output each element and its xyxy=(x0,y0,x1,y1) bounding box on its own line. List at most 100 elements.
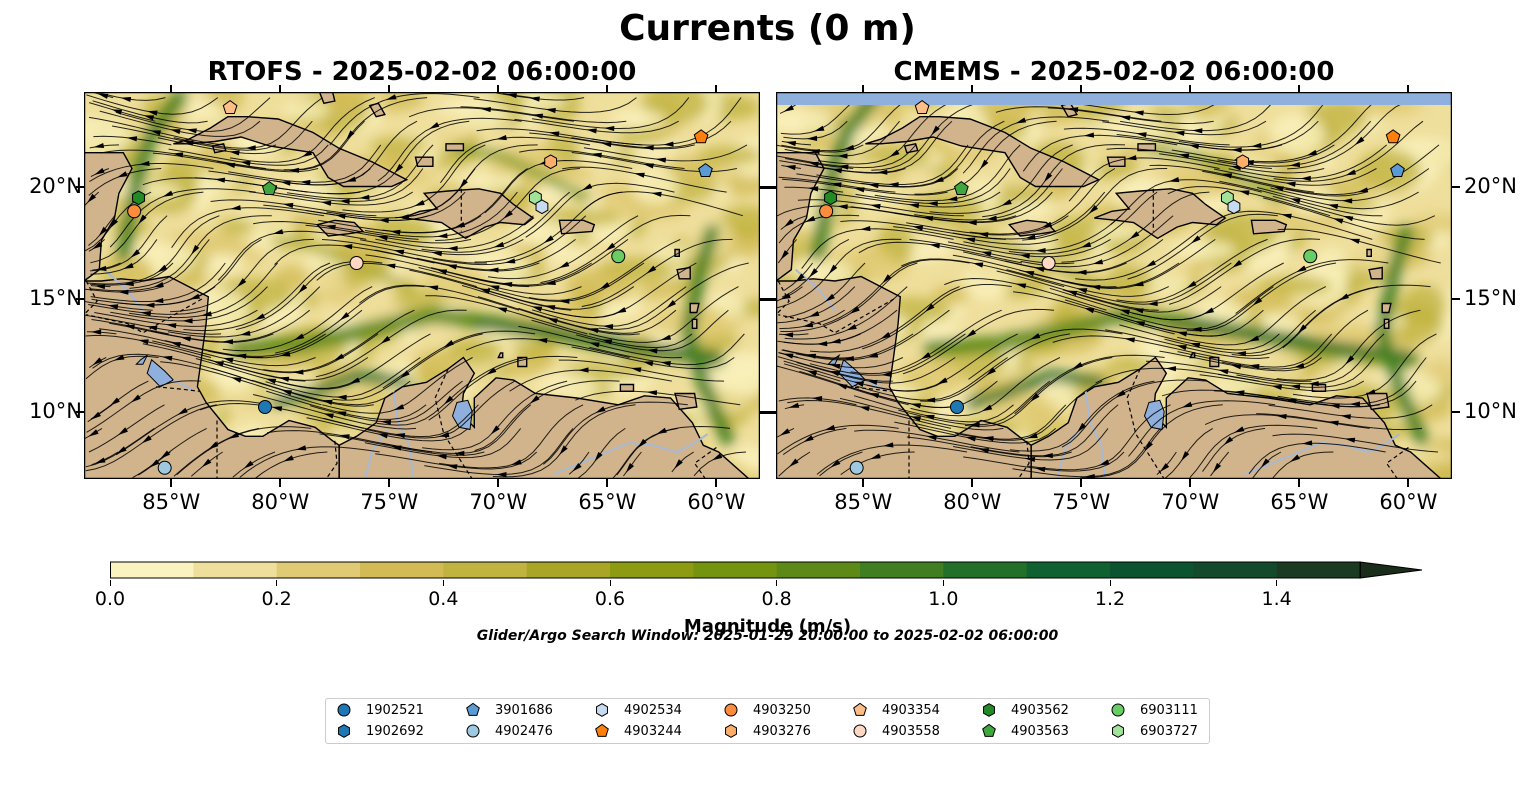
colorbar-tick-mark xyxy=(1109,580,1111,586)
float-marker-4903562 xyxy=(824,190,837,206)
tick-mark xyxy=(76,410,84,413)
float-marker-4903354 xyxy=(222,99,238,115)
land xyxy=(84,92,751,479)
tick-mark xyxy=(715,479,718,487)
legend-item: 4902476 xyxy=(463,721,553,741)
float-marker-4902534 xyxy=(1227,199,1241,215)
map-panel-rtofs xyxy=(84,92,760,479)
legend-item: 4903562 xyxy=(979,700,1069,720)
colorbar-extend-arrow xyxy=(1359,561,1423,579)
legend-label: 1902521 xyxy=(366,702,424,718)
lon-tick-label: 75°W xyxy=(1052,490,1111,514)
legend-label: 4903562 xyxy=(1011,702,1069,718)
tick-mark xyxy=(862,479,865,487)
float-marker-4902476 xyxy=(849,460,864,475)
figure-title: Currents (0 m) xyxy=(619,8,916,49)
legend-label: 4903250 xyxy=(753,702,811,718)
rtofs-frame xyxy=(84,92,760,479)
colorbar-bin xyxy=(193,562,278,578)
panel-title-rtofs: RTOFS - 2025-02-02 06:00:00 xyxy=(207,57,637,87)
streamlines xyxy=(84,92,749,479)
legend-marker-circle xyxy=(853,724,867,738)
tick-mark xyxy=(971,479,974,487)
legend-item: 4903250 xyxy=(721,700,811,720)
legend-label: 4903558 xyxy=(882,723,940,739)
tick-mark xyxy=(170,479,173,487)
tick-mark xyxy=(76,298,84,300)
colorbar-bin xyxy=(1193,562,1278,578)
colorbar-tick-label: 0.0 xyxy=(94,588,126,610)
colorbar-bin xyxy=(1276,562,1361,578)
tick-mark xyxy=(1189,85,1192,93)
colorbar-label: Magnitude (m/s) xyxy=(683,616,852,637)
legend-label: 4902534 xyxy=(624,702,682,718)
float-marker-6903727 xyxy=(1220,190,1234,206)
lat-tick-label: 10°N xyxy=(1464,398,1517,423)
legend-item: 1902692 xyxy=(334,721,424,741)
float-marker-4903276 xyxy=(1236,154,1250,170)
colorbar-tick-mark xyxy=(442,580,444,586)
colorbar-bin xyxy=(1110,562,1194,578)
legend-label: 6903111 xyxy=(1140,702,1198,718)
colorbar-bin xyxy=(1026,562,1111,578)
legend-marker-circle xyxy=(724,703,738,717)
legend-marker-hexagon xyxy=(983,703,995,717)
colorbar-tick-label: 1.2 xyxy=(1094,588,1126,610)
lon-tick-label: 70°W xyxy=(1161,490,1220,514)
panel-title-cmems: CMEMS - 2025-02-02 06:00:00 xyxy=(893,57,1335,87)
legend-marker-circle xyxy=(466,724,480,738)
legend-marker-pentagon xyxy=(982,723,996,737)
tick-mark xyxy=(1407,479,1410,487)
observation-markers xyxy=(127,99,713,475)
colorbar xyxy=(110,560,1430,580)
legend-label: 4903276 xyxy=(753,723,811,739)
lat-tick-label: 20°N xyxy=(29,173,82,198)
colorbar-bin xyxy=(110,562,194,578)
float-marker-4903250 xyxy=(819,204,834,219)
colorbar-bin xyxy=(443,562,528,578)
tick-mark xyxy=(862,85,865,93)
no-data-strip xyxy=(776,92,1452,105)
colorbar-bin xyxy=(360,562,444,578)
tick-mark xyxy=(760,410,776,414)
lakes xyxy=(135,353,473,431)
float-marker-1902521 xyxy=(257,400,272,414)
legend-item: 4903558 xyxy=(850,721,940,741)
tick-mark xyxy=(279,479,282,487)
float-marker-4903563 xyxy=(953,180,969,196)
lon-tick-label: 80°W xyxy=(251,490,310,514)
tick-mark xyxy=(1452,185,1460,188)
float-marker-4903562 xyxy=(132,190,145,206)
tick-mark xyxy=(279,85,282,93)
float-marker-4902534 xyxy=(535,199,549,215)
legend-label: 4903244 xyxy=(624,723,682,739)
tick-mark xyxy=(497,85,500,93)
tick-mark xyxy=(76,185,84,188)
colorbar-tick-label: 1.4 xyxy=(1261,588,1292,610)
legend-item: 4903563 xyxy=(979,721,1069,741)
colorbar-bins xyxy=(110,562,1361,578)
tick-mark xyxy=(1298,85,1301,93)
tick-mark xyxy=(715,85,718,93)
legend-marker-pentagon xyxy=(853,702,867,716)
colorbar-tick-mark xyxy=(609,580,611,586)
tick-mark xyxy=(170,85,173,93)
float-marker-4903354 xyxy=(914,99,930,115)
legend-item: 4902534 xyxy=(592,700,682,720)
legend-label: 1902692 xyxy=(366,723,424,739)
legend-marker-hexagon xyxy=(596,703,608,717)
tick-mark xyxy=(1298,479,1301,487)
legend-marker-pentagon xyxy=(466,702,480,716)
lon-tick-label: 75°W xyxy=(360,490,419,514)
float-marker-6903111 xyxy=(611,249,626,264)
colorbar-tick-label: 1.0 xyxy=(928,588,959,610)
tick-mark xyxy=(388,479,391,487)
cmems-frame xyxy=(776,92,1452,479)
lat-tick-label: 15°N xyxy=(29,286,82,310)
observation-markers xyxy=(819,99,1405,475)
map-panel-cmems xyxy=(776,92,1452,479)
float-marker-4903244 xyxy=(693,129,709,144)
float-marker-6903727 xyxy=(528,190,542,206)
legend-marker-circle xyxy=(1111,703,1125,717)
colorbar-bin xyxy=(693,562,778,578)
